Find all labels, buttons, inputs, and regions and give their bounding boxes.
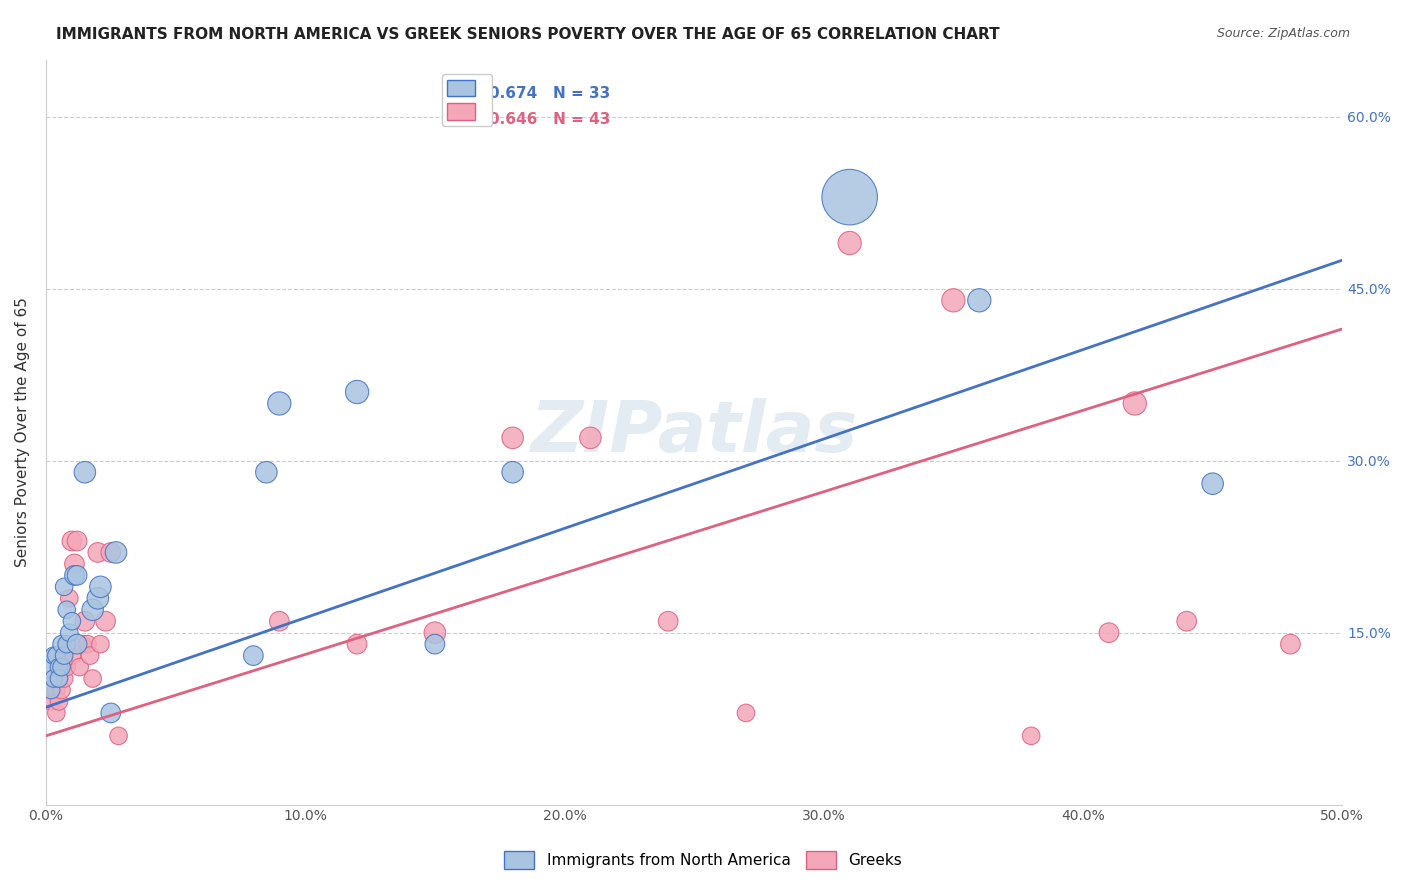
Point [55, 603, 77, 617]
Point [60, 648, 83, 663]
Point [82, 672, 104, 686]
Point [579, 431, 602, 445]
Text: ZIPatlas: ZIPatlas [530, 398, 858, 467]
Point [51, 660, 73, 674]
Point [58, 591, 80, 606]
Point [51, 683, 73, 698]
Point [76, 637, 98, 651]
Point [94, 614, 117, 628]
Point [423, 637, 446, 651]
Point [63, 568, 86, 582]
Point [100, 706, 122, 720]
Point [39, 683, 62, 698]
Point [38, 660, 60, 674]
Point [69, 660, 91, 674]
Point [45, 648, 67, 663]
Text: IMMIGRANTS FROM NORTH AMERICA VS GREEK SENIORS POVERTY OVER THE AGE OF 65 CORREL: IMMIGRANTS FROM NORTH AMERICA VS GREEK S… [56, 27, 1000, 42]
Point [53, 648, 76, 663]
Point [104, 545, 127, 559]
Point [51, 637, 73, 651]
Point [502, 431, 524, 445]
Point [39, 694, 62, 708]
Point [48, 694, 70, 708]
Point [48, 672, 70, 686]
Text: Source: ZipAtlas.com: Source: ZipAtlas.com [1216, 27, 1350, 40]
Point [79, 648, 101, 663]
Point [60, 533, 83, 548]
Point [73, 465, 96, 479]
Point [254, 465, 277, 479]
Text: R = 0.674   N = 33: R = 0.674 N = 33 [454, 86, 610, 101]
Point [502, 465, 524, 479]
Point [55, 637, 77, 651]
Point [100, 545, 122, 559]
Point [1279, 637, 1302, 651]
Point [42, 672, 65, 686]
Point [53, 648, 76, 663]
Legend: , : , [441, 74, 492, 126]
Point [242, 648, 264, 663]
Legend: Immigrants from North America, Greeks: Immigrants from North America, Greeks [498, 845, 908, 875]
Text: R = 0.646   N = 43: R = 0.646 N = 43 [454, 112, 610, 127]
Point [838, 235, 860, 250]
Point [346, 384, 368, 399]
Point [51, 660, 73, 674]
Point [269, 396, 291, 410]
Point [1201, 476, 1223, 491]
Point [72, 637, 94, 651]
Point [838, 190, 860, 204]
Point [66, 637, 89, 651]
Point [48, 660, 70, 674]
Point [55, 660, 77, 674]
Point [942, 293, 965, 308]
Point [53, 672, 76, 686]
Point [1098, 625, 1121, 640]
Point [60, 614, 83, 628]
Point [48, 672, 70, 686]
Point [42, 648, 65, 663]
Point [55, 637, 77, 651]
Point [38, 683, 60, 698]
Y-axis label: Seniors Poverty Over the Age of 65: Seniors Poverty Over the Age of 65 [15, 297, 30, 567]
Point [53, 580, 76, 594]
Point [657, 614, 679, 628]
Point [1123, 396, 1146, 410]
Point [89, 580, 111, 594]
Point [82, 603, 104, 617]
Point [66, 533, 89, 548]
Point [269, 614, 291, 628]
Point [107, 729, 129, 743]
Point [423, 625, 446, 640]
Point [1175, 614, 1198, 628]
Point [73, 614, 96, 628]
Point [66, 568, 89, 582]
Point [969, 293, 991, 308]
Point [45, 706, 67, 720]
Point [346, 637, 368, 651]
Point [735, 706, 758, 720]
Point [87, 545, 110, 559]
Point [89, 637, 111, 651]
Point [63, 557, 86, 571]
Point [87, 591, 110, 606]
Point [1019, 729, 1042, 743]
Point [45, 683, 67, 698]
Point [58, 625, 80, 640]
Point [42, 672, 65, 686]
